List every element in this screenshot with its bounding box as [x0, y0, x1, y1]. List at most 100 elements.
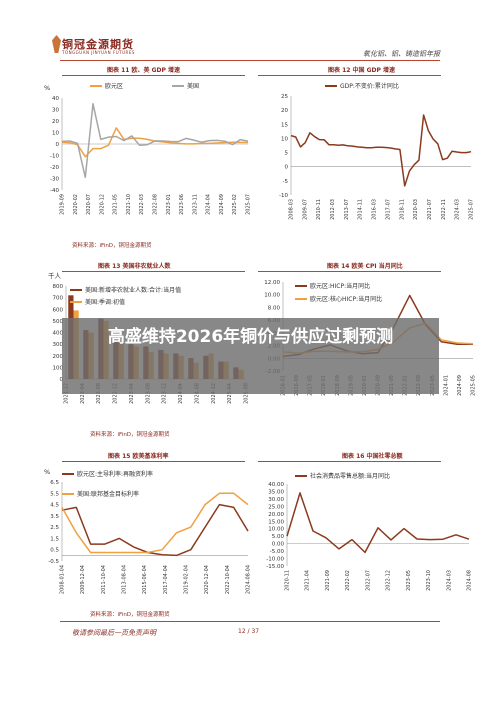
x-tick-label: 2022-11 [441, 199, 447, 220]
x-tick-label: 2020-03 [413, 199, 419, 220]
y-tick-label: 40 [52, 96, 59, 102]
y-tick-label: 30.00 [268, 497, 284, 503]
y-tick-label: 10.00 [268, 527, 284, 533]
y-tick-label: 5.00 [272, 534, 285, 540]
x-tick-label: 2019-02-04 [184, 565, 190, 594]
x-tick-label: 2025-02 [232, 194, 238, 215]
y-tick-label: 25.00 [268, 504, 284, 510]
logo-icon [52, 35, 61, 53]
y-tick-label: 100 [53, 365, 64, 371]
page-header: 铜冠金源期货 TONGGUAN JINYUAN FUTURES 氧化铝、铝、铸造… [0, 0, 500, 60]
x-tick-label: 2024-01 [443, 375, 449, 396]
x-tick-label: 2022-10-04 [225, 565, 231, 594]
y-tick-label: -5.00 [270, 549, 285, 555]
chart-caption-4: 图表 14 欧美 CPI 当月同比 [327, 263, 403, 270]
y-tick-label: 6.5 [50, 480, 59, 486]
x-tick-label: 2009-07 [302, 199, 308, 220]
x-tick-label: 2011-10-04 [101, 565, 107, 594]
y-tick-label: 15 [281, 122, 288, 128]
x-tick-label: 2019-09 [60, 194, 66, 215]
y-tick-label: -40 [50, 188, 59, 194]
x-tick-label: 2022-08 [153, 194, 159, 215]
x-tick-label: 2024-09 [219, 194, 225, 215]
x-tick-label: 2024-09 [457, 375, 463, 396]
y-tick-label: 8.00 [268, 305, 281, 311]
x-tick-label: 2020-11 [285, 570, 291, 591]
y-tick-label: 5 [285, 151, 289, 157]
legend-label: 美国:新增非农就业人数:合计:当月值 [85, 286, 181, 294]
y-tick-label: 300 [53, 342, 64, 348]
chart-caption-6: 图表 16 中国社零总额 [342, 453, 403, 460]
series-line [61, 503, 249, 557]
y-tick-label: 0 [60, 377, 64, 383]
y-tick-label: 0 [285, 165, 289, 171]
y-tick-label: 200 [53, 354, 64, 360]
x-tick-label: 2017-07 [385, 199, 391, 220]
x-tick-label: 2020-07 [86, 194, 92, 215]
x-tick-label: 2025-07 [469, 199, 475, 220]
y-tick-label: 0.00 [272, 542, 285, 548]
overlay-banner [62, 318, 439, 394]
x-tick-label: 2022-03 [139, 194, 145, 215]
y-tick-label: 2.5 [50, 525, 59, 531]
y-tick-label: 35.00 [268, 489, 284, 495]
series-line [61, 492, 249, 554]
series-line [290, 114, 472, 187]
y-tick-label: -5 [283, 179, 289, 185]
caption-divider [258, 461, 441, 462]
x-tick-label: 2023-11 [192, 194, 198, 215]
y-tick-label: 10 [52, 131, 59, 137]
x-tick-label: 2020-12-04 [204, 565, 210, 594]
x-tick-label: 2021-05 [113, 194, 119, 215]
x-tick-label: 2023-01 [166, 194, 172, 215]
x-tick-label: 2021-09 [325, 570, 331, 591]
x-tick-label: 2024-08 [467, 570, 473, 591]
y-tick-label: 700 [53, 296, 64, 302]
footer-disclaimer: 敬请参阅最后一页免责声明 [72, 629, 156, 637]
x-tick-label: 2008-01-04 [60, 565, 66, 594]
x-tick-label: 2017-04-04 [163, 565, 169, 594]
x-tick-label: 2023-06 [179, 194, 185, 215]
y-tick-label: 800 [53, 284, 64, 290]
caption-divider [258, 75, 441, 76]
x-tick-label: 2013-08-04 [122, 565, 128, 594]
y-tick-label: 20 [281, 108, 288, 114]
y-tick-label: 4.5 [50, 503, 59, 509]
x-tick-label: 2015-06-04 [142, 565, 148, 594]
y-tick-label: 600 [53, 307, 64, 313]
y-axis-label: % [44, 84, 50, 92]
x-tick-label: 2021-07 [427, 199, 433, 220]
caption-divider [62, 271, 245, 272]
x-tick-label: 2012-03 [330, 199, 336, 220]
y-tick-label: 10.00 [264, 293, 280, 299]
y-tick-label: 0 [56, 142, 60, 148]
x-tick-label: 2016-03 [372, 199, 378, 220]
y-tick-label: -20 [50, 165, 59, 171]
legend-label: GDP:不变价:累计同比 [340, 82, 399, 90]
x-tick-label: 2022-12 [386, 570, 392, 591]
x-tick-label: 2018-11 [399, 199, 405, 220]
y-tick-label: 30 [52, 108, 59, 114]
report-title: 氧化铝、铝、铸造铝年报 [363, 50, 440, 58]
legend-label: 美国:季调:初值 [85, 298, 125, 306]
y-tick-label: -10.00 [266, 557, 284, 563]
x-tick-label: 2013-07 [344, 199, 350, 220]
overlay-title: 高盛维持2026年铜价与供应过剩预测 [107, 327, 394, 347]
chart-source: 资料来源：iFinD，铜冠金源期货 [90, 612, 170, 618]
legend-label: 欧元区:核心HICP:当月同比 [310, 295, 382, 303]
y-tick-label: 0.5 [50, 548, 59, 554]
chart-caption-3: 图表 13 美国非农就业人数 [98, 263, 171, 270]
x-tick-label: 2022-07 [365, 570, 371, 591]
x-tick-label: 2025-07 [246, 194, 252, 215]
page-number: 12 / 37 [238, 628, 260, 635]
x-tick-label: 2010-11 [316, 199, 322, 220]
y-tick-label: 1.5 [50, 536, 59, 542]
x-tick-label: 2009-12-04 [80, 565, 86, 594]
chart-eu-us-gdp: 40 30 20 10 0 -10 -20 -30 -40% 2019-09 2020-02 2020… [44, 82, 252, 215]
y-tick-label: -10 [279, 193, 288, 199]
y-tick-label: 25 [281, 94, 288, 100]
y-tick-label: 12.00 [264, 280, 280, 286]
y-tick-label: -0.5 [48, 559, 59, 565]
x-tick-label: 2023-05 [406, 570, 412, 591]
